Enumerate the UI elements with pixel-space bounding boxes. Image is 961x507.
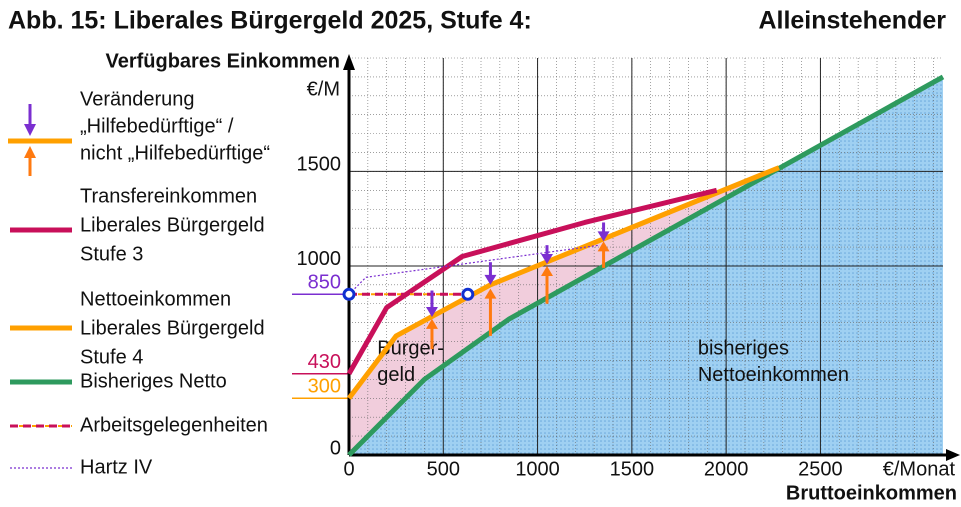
endpoint	[342, 287, 356, 301]
endpoint	[461, 287, 475, 301]
chart-title: Abb. 15: Liberales Bürgergeld 2025, Stuf…	[8, 7, 532, 35]
legend-label: Hartz IV	[80, 456, 153, 478]
x-axis-arrow	[946, 449, 960, 461]
series-line	[347, 74, 945, 457]
legend-label: Stufe 4	[80, 346, 143, 368]
change-up-head	[541, 265, 553, 276]
legend-label: Liberales Bürgergeld	[80, 214, 265, 236]
legend-label: Liberales Bürgergeld	[80, 317, 265, 339]
annotation: Nettoeinkommen	[698, 364, 849, 386]
legend-arrow-head	[24, 124, 36, 136]
legend-label: Nettoeinkommen	[80, 288, 231, 310]
annotation: bisheriges	[698, 337, 789, 359]
legend-arrow-head	[24, 146, 36, 158]
y-axis-label: Verfügbares Einkommen	[105, 50, 340, 72]
legend-label: Arbeitsgelegenheiten	[80, 414, 268, 436]
series-line	[346, 187, 718, 375]
x-axis-label: Bruttoeinkommen	[786, 482, 957, 504]
marked-tick-label: 300	[308, 376, 341, 398]
x-unit: €/Monat	[883, 458, 956, 480]
x-tick-label: 0	[343, 458, 354, 480]
legend-label: Veränderung	[80, 88, 195, 110]
legend-label: Bisheriges Netto	[80, 370, 227, 392]
x-tick-label: 2000	[704, 458, 749, 480]
x-tick-label: 1500	[610, 458, 655, 480]
x-tick-label: 2500	[798, 458, 843, 480]
y-tick-label: 1500	[297, 154, 342, 176]
x-tick-label: 1000	[515, 458, 560, 480]
series-line	[347, 165, 780, 400]
legend-label: „Hilfebedürftige“ /	[80, 115, 234, 137]
legend-label: nicht „Hilfebedürftige“	[80, 142, 270, 164]
y-tick-label: 0	[330, 437, 341, 459]
legend-label: Stufe 3	[80, 243, 143, 265]
change-down-head	[425, 306, 438, 317]
change-up-head	[484, 288, 497, 299]
chart-title-right: Alleinstehender	[758, 7, 946, 35]
x-tick-label: 500	[427, 458, 460, 480]
annotation: geld	[377, 364, 415, 386]
legend-label: Transfereinkommen	[80, 185, 257, 207]
change-down-head	[541, 254, 553, 265]
marked-tick-label: 850	[308, 272, 341, 294]
y-unit: €/M	[307, 78, 340, 100]
change-up-head	[597, 241, 610, 252]
series-line	[348, 244, 600, 295]
y-axis-arrow	[343, 54, 355, 70]
y-tick-label: 1000	[297, 248, 342, 270]
change-up-head	[425, 318, 438, 329]
change-down-head	[597, 231, 610, 242]
marked-tick-label: 430	[308, 351, 341, 373]
change-down-head	[484, 274, 497, 285]
